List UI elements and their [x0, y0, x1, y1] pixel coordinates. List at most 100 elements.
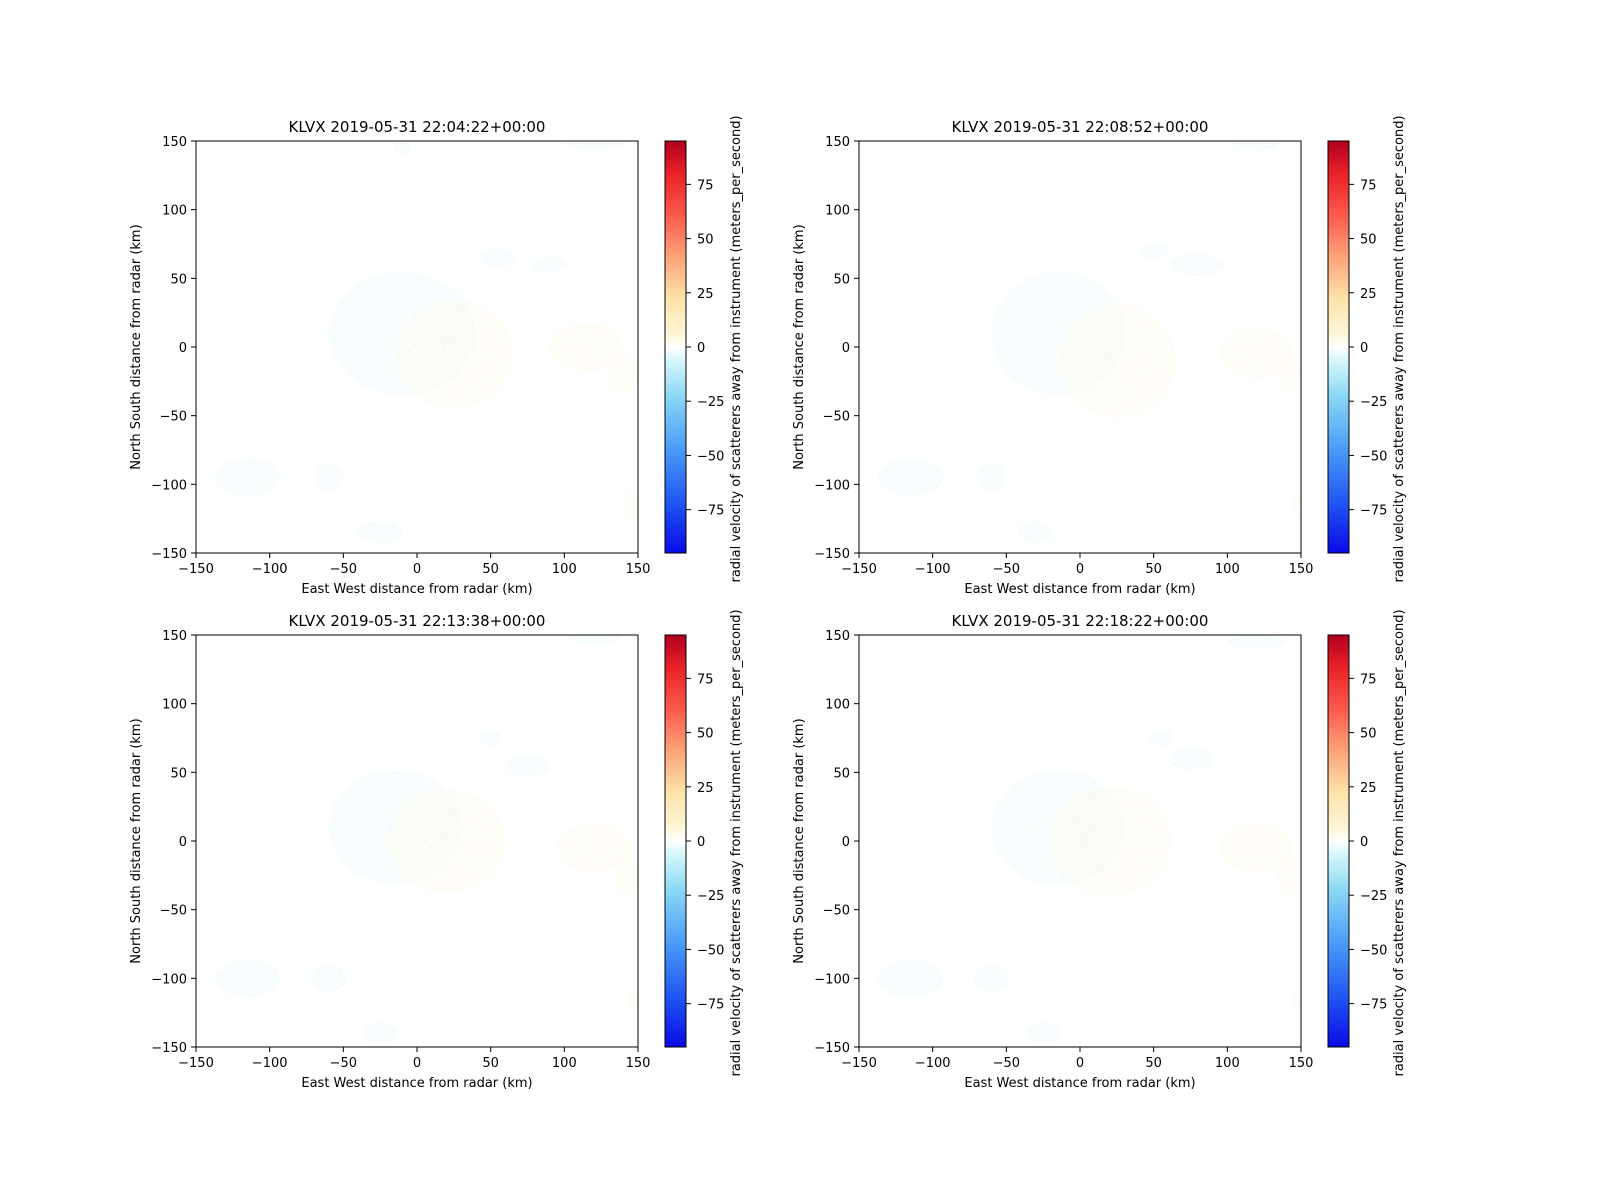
colorbar-tick-label: 0 — [1360, 835, 1368, 850]
x-tick-label: 150 — [1289, 1056, 1314, 1071]
colorbar-tick-label: −50 — [1360, 449, 1387, 464]
x-tick-label: −100 — [252, 562, 288, 577]
plot-title: KLVX 2019-05-31 22:04:22+00:00 — [289, 118, 546, 136]
echo-region-3 — [1219, 823, 1294, 873]
echo-region-4 — [614, 856, 638, 895]
x-tick-label: −150 — [841, 562, 877, 577]
colorbar-tick-label: 50 — [697, 233, 714, 248]
y-tick-label: 150 — [825, 629, 850, 644]
colorbar-tick-label: 75 — [1360, 672, 1377, 687]
colorbar-label: radial velocity of scatterers away from … — [729, 115, 744, 582]
colorbar — [664, 140, 687, 554]
colorbar-tick-label: 25 — [1360, 287, 1377, 302]
echo-region-8 — [976, 463, 1007, 492]
echo-region-10 — [1025, 1022, 1061, 1045]
colorbar-tick-label: 75 — [697, 672, 714, 687]
colorbar-tick-label: −25 — [697, 889, 724, 904]
colorbar-tick-label: 0 — [697, 835, 705, 850]
echo-region-2 — [394, 298, 513, 409]
y-tick-label: −50 — [823, 904, 850, 919]
y-tick-label: 150 — [825, 135, 850, 150]
colorbar-tick-label: 50 — [1360, 233, 1377, 248]
x-tick-label: −100 — [252, 1056, 288, 1071]
y-tick-label: −100 — [814, 972, 850, 987]
echo-region-2 — [1047, 786, 1172, 896]
y-axis-label: North South distance from radar (km) — [129, 718, 144, 963]
echo-region-5 — [1171, 253, 1225, 276]
x-tick-label: 100 — [552, 562, 577, 577]
panel-3: −150 −100 −50 0 50 100 150 −150 −100 −50 0 50 100 150… — [129, 609, 744, 1091]
colorbar-tick-label: 25 — [1360, 781, 1377, 796]
y-axis-label: North South distance from radar (km) — [792, 224, 807, 469]
y-tick-label: −100 — [151, 478, 187, 493]
x-tick-label: −50 — [993, 1056, 1020, 1071]
echo-region-6 — [478, 729, 503, 747]
x-tick-label: −50 — [993, 562, 1020, 577]
echo-region-4 — [1277, 355, 1301, 394]
x-tick-label: 50 — [1145, 562, 1162, 577]
colorbar-tick-label: 75 — [1360, 178, 1377, 193]
echo-region-8 — [310, 964, 347, 993]
echo-region-10 — [358, 521, 403, 544]
x-tick-label: 0 — [1076, 1056, 1084, 1071]
echo-region-8 — [973, 964, 1010, 993]
x-axis-label: East West distance from radar (km) — [964, 1076, 1195, 1091]
x-tick-label: 150 — [626, 1056, 651, 1071]
x-tick-label: −100 — [915, 1056, 951, 1071]
y-tick-label: 0 — [842, 341, 850, 356]
echo-region-12 — [393, 141, 412, 155]
echo-region-5 — [505, 754, 550, 777]
x-tick-label: −150 — [178, 1056, 214, 1071]
colorbar-tick-label: −75 — [697, 998, 724, 1013]
echo-region-2 — [1057, 303, 1176, 419]
x-tick-label: 100 — [552, 1056, 577, 1071]
echo-region-2 — [387, 788, 506, 894]
echo-region-3 — [556, 823, 631, 873]
x-tick-label: 0 — [1076, 562, 1084, 577]
echo-field — [215, 635, 638, 1045]
x-tick-label: 50 — [482, 562, 499, 577]
colorbar-tick-label: 25 — [697, 781, 714, 796]
echo-region-11 — [564, 141, 624, 151]
echo-region-8 — [313, 463, 344, 492]
colorbar-tick-label: −25 — [697, 395, 724, 410]
y-tick-label: 0 — [179, 341, 187, 356]
echo-region-7 — [878, 959, 943, 998]
echo-region-3 — [549, 322, 624, 372]
plot-title: KLVX 2019-05-31 22:13:38+00:00 — [289, 612, 546, 630]
echo-region-10 — [1018, 521, 1054, 544]
echo-region-9 — [1290, 491, 1301, 519]
x-tick-label: 150 — [1289, 562, 1314, 577]
x-tick-label: 50 — [482, 1056, 499, 1071]
y-tick-label: 100 — [162, 204, 187, 219]
echo-region-3 — [1219, 329, 1294, 379]
y-tick-label: 50 — [170, 766, 187, 781]
x-tick-label: −150 — [178, 562, 214, 577]
y-tick-label: 50 — [833, 272, 850, 287]
echo-region-4 — [1277, 856, 1301, 895]
x-tick-label: 100 — [1215, 1056, 1240, 1071]
echo-region-6 — [1138, 242, 1169, 260]
y-tick-label: 100 — [162, 698, 187, 713]
echo-region-7 — [878, 458, 943, 497]
y-tick-label: 0 — [842, 835, 850, 850]
y-axis-label: North South distance from radar (km) — [792, 718, 807, 963]
panel-1: −150 −100 −50 0 50 100 150 −150 −100 −50 0 50 100 150… — [129, 115, 744, 597]
x-tick-label: −50 — [330, 1056, 357, 1071]
colorbar-tick-label: −75 — [1360, 504, 1387, 519]
y-tick-label: 150 — [162, 135, 187, 150]
echo-region-11 — [1227, 635, 1287, 649]
y-tick-label: −50 — [160, 410, 187, 425]
y-tick-label: −50 — [160, 904, 187, 919]
x-axis-label: East West distance from radar (km) — [301, 582, 532, 597]
echo-region-6 — [1149, 729, 1173, 747]
y-tick-label: −100 — [814, 478, 850, 493]
colorbar-label: radial velocity of scatterers away from … — [1392, 609, 1407, 1076]
y-tick-label: 50 — [170, 272, 187, 287]
echo-region-4 — [608, 353, 638, 396]
echo-region-11 — [1234, 141, 1279, 151]
x-tick-label: −50 — [330, 562, 357, 577]
colorbar-tick-label: −75 — [697, 504, 724, 519]
panel-2: −150 −100 −50 0 50 100 150 −150 −100 −50 0 50 100 150… — [792, 115, 1407, 597]
